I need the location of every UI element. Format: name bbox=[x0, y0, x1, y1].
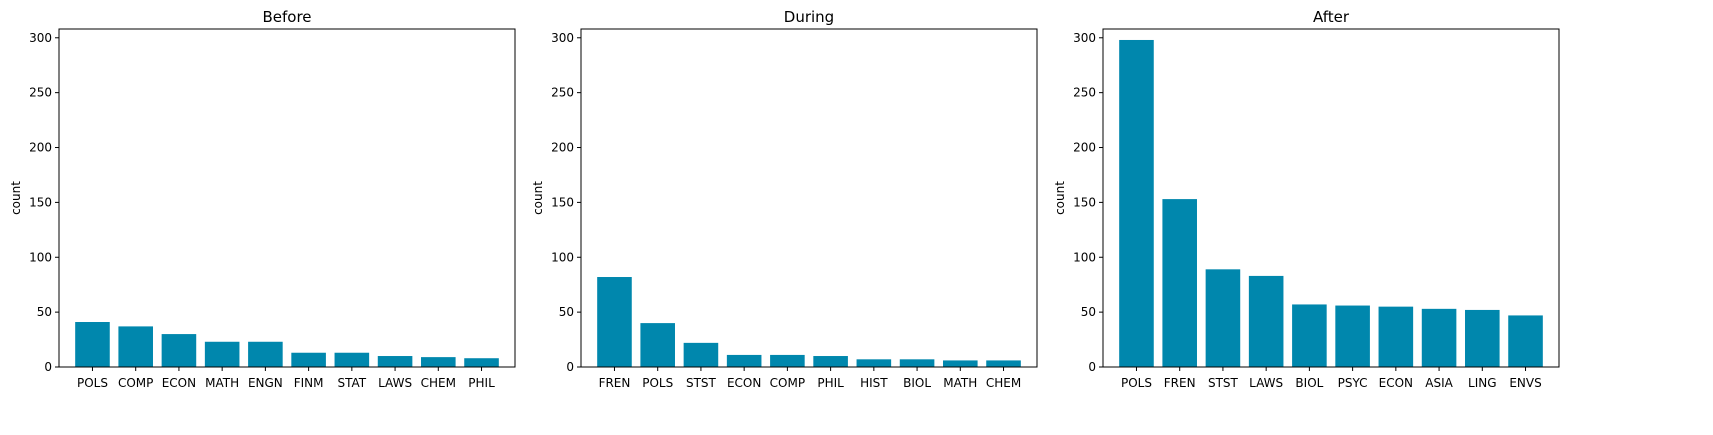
bar-math bbox=[204, 341, 240, 367]
bar-stat bbox=[334, 352, 370, 367]
x-tick-label: CHEM bbox=[421, 376, 456, 390]
chart-title: After bbox=[1313, 8, 1350, 26]
bar-econ bbox=[161, 334, 197, 367]
y-tick-label: 300 bbox=[29, 31, 52, 45]
x-tick-label: BIOL bbox=[1295, 376, 1323, 390]
chart-title: Before bbox=[262, 8, 311, 26]
y-tick-label: 50 bbox=[37, 305, 52, 319]
x-tick-label: STST bbox=[686, 376, 717, 390]
x-tick-label: MATH bbox=[943, 376, 977, 390]
x-tick-label: ECON bbox=[162, 376, 196, 390]
plot-frame bbox=[1102, 28, 1560, 368]
bar-chem bbox=[986, 360, 1021, 367]
y-tick-label: 150 bbox=[29, 195, 52, 209]
bar-hist bbox=[856, 359, 892, 367]
x-tick-label: STAT bbox=[338, 376, 367, 390]
x-tick-label: ENGN bbox=[248, 376, 283, 390]
x-tick-label: PHIL bbox=[817, 376, 844, 390]
bar-fren bbox=[597, 277, 632, 367]
plot-frame bbox=[58, 28, 516, 368]
plot-frame bbox=[580, 28, 1038, 368]
y-tick-label: 50 bbox=[559, 305, 574, 319]
chart-title: During bbox=[784, 8, 834, 26]
bar-comp bbox=[118, 326, 153, 367]
bar-chem bbox=[421, 357, 456, 367]
y-tick-label: 150 bbox=[551, 195, 574, 209]
x-tick-label: POLS bbox=[642, 376, 673, 390]
x-tick-label: STST bbox=[1208, 376, 1239, 390]
y-tick-label: 200 bbox=[551, 141, 574, 155]
y-tick-label: 250 bbox=[29, 86, 52, 100]
x-tick-label: PSYC bbox=[1338, 376, 1368, 390]
x-tick-label: ECON bbox=[1379, 376, 1413, 390]
bar-psyc bbox=[1335, 305, 1370, 367]
x-tick-label: LAWS bbox=[378, 376, 412, 390]
x-tick-label: FREN bbox=[1164, 376, 1196, 390]
x-tick-label: ASIA bbox=[1425, 376, 1453, 390]
bar-asia bbox=[1421, 308, 1457, 367]
y-tick-label: 150 bbox=[1073, 195, 1096, 209]
x-tick-label: BIOL bbox=[903, 376, 931, 390]
x-tick-label: LING bbox=[1468, 376, 1497, 390]
y-axis-label: count bbox=[531, 181, 545, 215]
y-tick-label: 50 bbox=[1081, 305, 1096, 319]
bar-laws bbox=[1248, 275, 1284, 367]
x-tick-label: COMP bbox=[118, 376, 153, 390]
chart-panel-after: After count 0 50 100 150 200 250 300 POLS FREN STST… bbox=[1053, 8, 1560, 390]
y-tick-label: 100 bbox=[551, 250, 574, 264]
bar-biol bbox=[899, 359, 935, 367]
x-tick-label: LAWS bbox=[1249, 376, 1283, 390]
y-tick-label: 200 bbox=[1073, 141, 1096, 155]
y-tick-label: 0 bbox=[566, 360, 574, 374]
y-tick-label: 0 bbox=[1088, 360, 1096, 374]
x-tick-label: ENVS bbox=[1509, 376, 1541, 390]
bar-pols bbox=[75, 322, 110, 367]
chart-panel-before: Before count 0 50 100 150 200 250 300 POLS COMP ECO… bbox=[9, 8, 516, 390]
bar-pols bbox=[640, 323, 675, 367]
x-tick-label: POLS bbox=[77, 376, 108, 390]
y-tick-label: 200 bbox=[29, 141, 52, 155]
bar-fren bbox=[1162, 199, 1197, 367]
x-tick-label: POLS bbox=[1121, 376, 1152, 390]
y-tick-label: 250 bbox=[1073, 86, 1096, 100]
y-axis-label: count bbox=[1053, 181, 1067, 215]
x-tick-label: ECON bbox=[727, 376, 761, 390]
x-tick-label: PHIL bbox=[468, 376, 495, 390]
x-tick-label: HIST bbox=[860, 376, 888, 390]
x-tick-label: FINM bbox=[294, 376, 324, 390]
bar-econ bbox=[726, 354, 762, 367]
bar-stst bbox=[683, 342, 719, 367]
bar-engn bbox=[248, 341, 283, 367]
bar-pols bbox=[1119, 39, 1154, 367]
bar-phil bbox=[464, 358, 499, 367]
bar-laws bbox=[377, 356, 413, 367]
bar-envs bbox=[1508, 315, 1543, 367]
bar-stst bbox=[1205, 269, 1241, 367]
y-axis-label: count bbox=[9, 181, 23, 215]
bar-finm bbox=[291, 352, 326, 367]
chart-panel-during: During count 0 50 100 150 200 250 300 FREN POLS STS… bbox=[531, 8, 1038, 390]
x-tick-label: COMP bbox=[770, 376, 805, 390]
y-tick-label: 100 bbox=[1073, 250, 1096, 264]
x-tick-label: FREN bbox=[599, 376, 631, 390]
bar-econ bbox=[1378, 306, 1414, 367]
y-tick-label: 100 bbox=[29, 250, 52, 264]
y-tick-label: 0 bbox=[44, 360, 52, 374]
bar-phil bbox=[813, 356, 848, 367]
bar-math bbox=[943, 360, 978, 367]
y-tick-label: 300 bbox=[551, 31, 574, 45]
x-tick-label: CHEM bbox=[986, 376, 1021, 390]
y-tick-label: 250 bbox=[551, 86, 574, 100]
x-tick-label: MATH bbox=[205, 376, 239, 390]
bar-comp bbox=[770, 354, 805, 367]
bar-ling bbox=[1465, 309, 1500, 367]
y-tick-label: 300 bbox=[1073, 31, 1096, 45]
bar-biol bbox=[1292, 304, 1327, 367]
